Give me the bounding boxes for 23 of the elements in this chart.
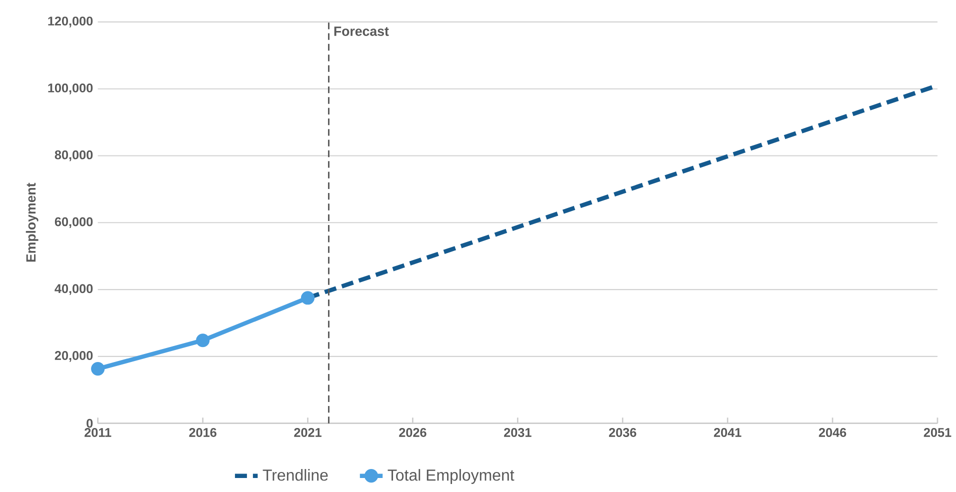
x-tick-label: 2046 bbox=[818, 428, 846, 437]
x-tick-label: 2021 bbox=[294, 428, 322, 437]
point bbox=[196, 333, 210, 348]
x-tick-label: 2011 bbox=[84, 428, 112, 437]
x-tick-label: 2026 bbox=[399, 428, 426, 437]
x-tick-label: 2016 bbox=[189, 428, 216, 437]
point bbox=[300, 291, 315, 305]
x-tick-label: 2051 bbox=[924, 428, 952, 437]
x-tick-label: 2031 bbox=[504, 428, 532, 437]
ref-line-label: Forecast bbox=[334, 26, 389, 36]
x-tick-label: 2041 bbox=[714, 428, 742, 437]
y-axis-title: Employment bbox=[26, 182, 38, 262]
y-tick-label: 100,000 bbox=[48, 83, 93, 94]
y-tick-label: 80,000 bbox=[54, 150, 93, 162]
y-tick-label: 0 bbox=[86, 418, 93, 428]
y-tick-label: 60,000 bbox=[54, 217, 93, 228]
y-tick-label: 20,000 bbox=[54, 350, 93, 362]
point bbox=[91, 362, 105, 376]
legend-label: Trendline bbox=[262, 468, 328, 481]
legend-label: Total Employment bbox=[388, 468, 514, 484]
x-tick-label: 2036 bbox=[609, 428, 636, 437]
y-tick-label: 40,000 bbox=[54, 284, 93, 295]
y-tick-label: 120,000 bbox=[48, 16, 93, 28]
